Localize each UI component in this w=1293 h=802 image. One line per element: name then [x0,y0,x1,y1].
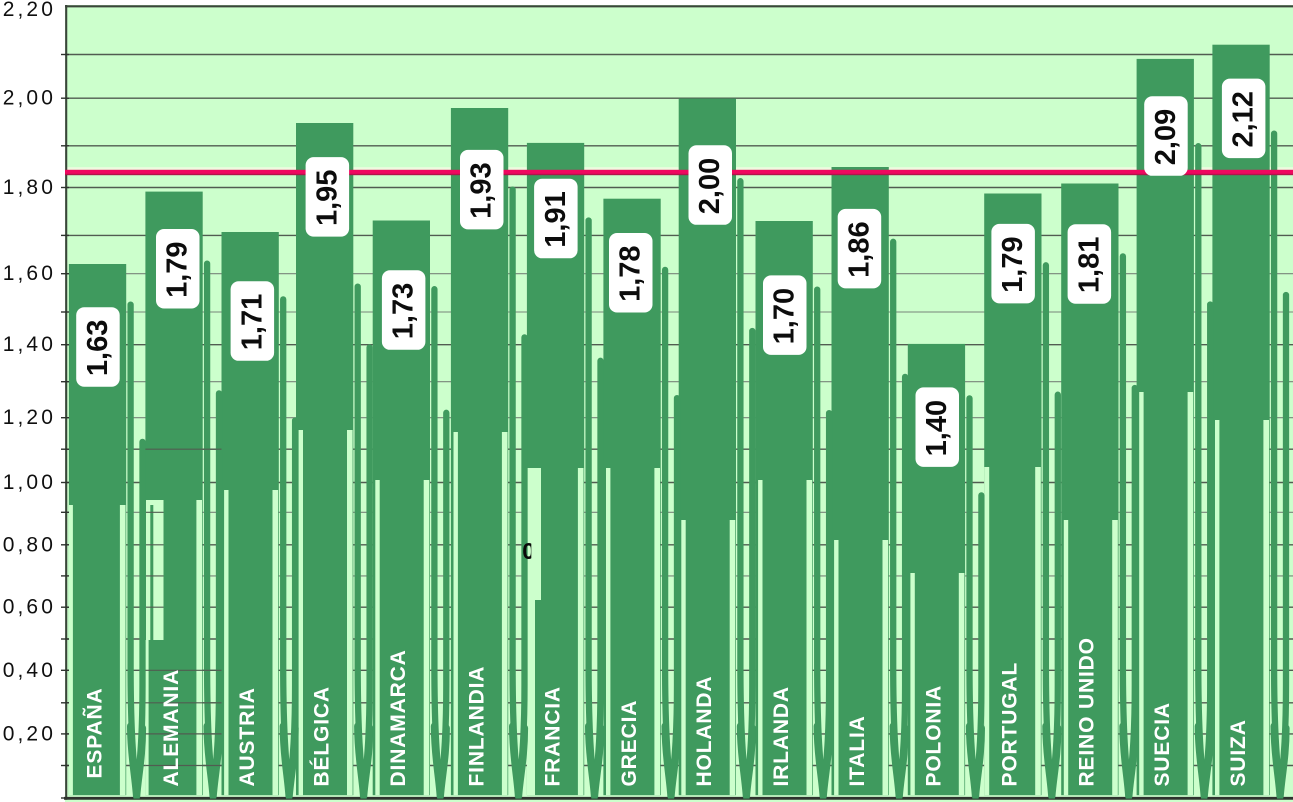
svg-text:1,79: 1,79 [162,241,194,297]
svg-text:1,40: 1,40 [3,333,56,356]
svg-text:1,70: 1,70 [769,288,801,344]
svg-text:HOLANDA: HOLANDA [693,676,716,787]
svg-text:1,00: 1,00 [3,471,56,494]
svg-text:1,86: 1,86 [843,221,875,277]
svg-text:1,73: 1,73 [388,283,420,339]
svg-text:FINLANDIA: FINLANDIA [465,666,488,787]
svg-text:1,71: 1,71 [236,294,268,350]
svg-text:1,93: 1,93 [466,162,498,218]
svg-text:SUECIA: SUECIA [1151,702,1174,786]
svg-text:PORTUGAL: PORTUGAL [999,662,1022,787]
svg-text:1,20: 1,20 [3,406,56,429]
svg-text:1,63: 1,63 [82,320,114,376]
svg-text:1,40: 1,40 [921,400,953,456]
svg-text:0,40: 0,40 [3,659,56,682]
svg-text:ITALIA: ITALIA [846,715,869,786]
svg-text:0,80: 0,80 [3,533,56,556]
svg-text:GRECIA: GRECIA [618,700,641,787]
svg-text:POLONIA: POLONIA [922,685,945,787]
svg-text:1,91: 1,91 [540,191,572,247]
svg-text:1,60: 1,60 [3,262,56,285]
svg-text:REINO UNIDO: REINO UNIDO [1076,637,1099,786]
svg-text:SUIZA: SUIZA [1227,719,1250,786]
svg-text:DINAMARCA: DINAMARCA [387,649,410,786]
svg-text:FRANCIA: FRANCIA [541,686,564,786]
svg-text:2,20: 2,20 [3,0,56,21]
svg-text:1,95: 1,95 [311,170,343,226]
svg-text:BÉLGICA: BÉLGICA [311,686,334,786]
svg-text:1,81: 1,81 [1073,237,1105,293]
svg-text:AUSTRIA: AUSTRIA [236,687,259,786]
svg-text:1,79: 1,79 [997,236,1029,292]
svg-text:2,09: 2,09 [1150,109,1182,165]
svg-text:1,80: 1,80 [3,176,56,199]
svg-text:0,60: 0,60 [3,596,56,619]
svg-text:IRLANDA: IRLANDA [770,686,793,786]
svg-text:2,12: 2,12 [1228,91,1260,147]
svg-text:2,00: 2,00 [694,158,726,214]
svg-text:ESPAÑA: ESPAÑA [83,687,106,778]
svg-text:1,78: 1,78 [615,245,647,301]
svg-text:2,00: 2,00 [3,87,56,110]
svg-text:ALEMANIA: ALEMANIA [160,669,183,787]
svg-text:0,20: 0,20 [3,722,56,745]
